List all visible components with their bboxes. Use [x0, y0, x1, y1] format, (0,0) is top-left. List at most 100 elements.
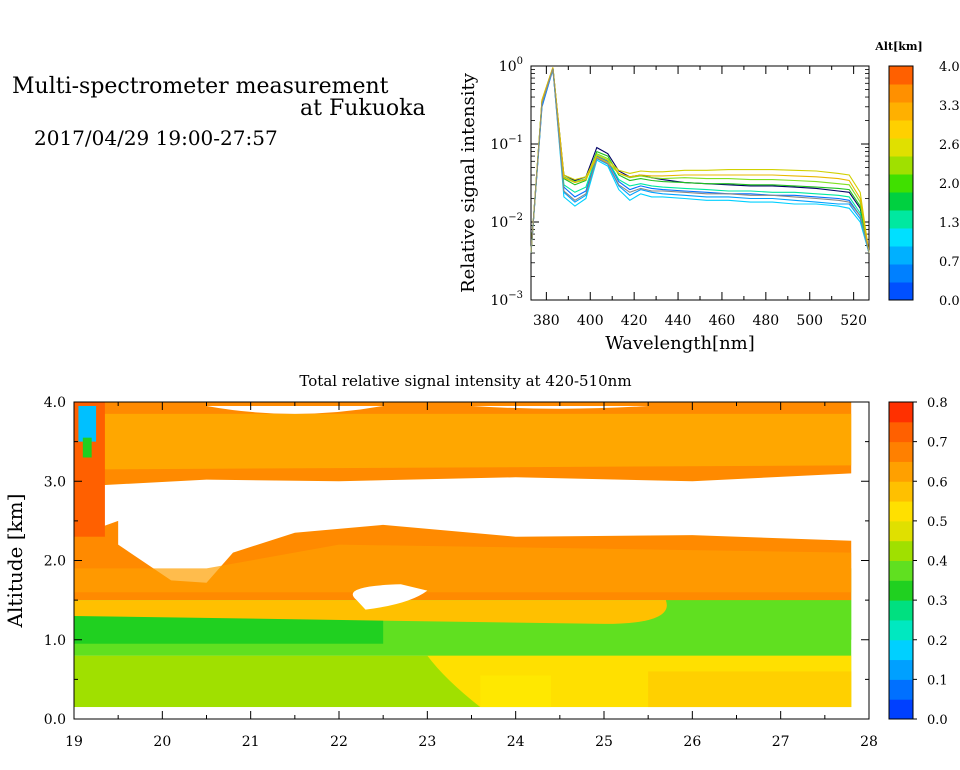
- datetime-range: 2017/04/29 19:00-27:57: [34, 126, 278, 150]
- heatmap-left-strip-low: [82, 437, 92, 458]
- heatmap-x-tick-label: 20: [153, 734, 171, 750]
- altitude-colorbar-tick-label: 2.6: [939, 138, 960, 153]
- spectrum-series-line: [530, 68, 870, 254]
- spectrum-series-line: [530, 67, 870, 254]
- spectrum-x-tick-label: 460: [709, 313, 736, 329]
- heatmap-x-tick-label: 21: [242, 734, 260, 750]
- intensity-colorbar-segment: [889, 520, 913, 542]
- heatmap-x-tick-label: 26: [683, 734, 701, 750]
- altitude-colorbar-tick-label: 2.0: [939, 177, 960, 192]
- spectrum-y-tick-label: 10−2: [490, 212, 523, 231]
- spectrum-series-line: [530, 68, 870, 254]
- heatmap-x-tick-label: 19: [65, 734, 83, 750]
- intensity-colorbar-tick-label: 0.4: [927, 555, 948, 570]
- intensity-colorbar-tick-label: 0.0: [927, 713, 948, 728]
- heatmap-x-tick-label: 23: [418, 734, 436, 750]
- altitude-colorbar-segment: [889, 102, 913, 121]
- altitude-colorbar-segment: [889, 264, 913, 283]
- intensity-colorbar-segment: [889, 619, 913, 641]
- heatmap-x-tick-label: 28: [860, 734, 878, 750]
- heatmap-field: [74, 402, 852, 708]
- intensity-colorbar-segment: [889, 481, 913, 502]
- intensity-colorbar-segment: [889, 679, 913, 700]
- altitude-colorbar-segment: [889, 246, 913, 265]
- intensity-colorbar-segment: [889, 501, 913, 522]
- altitude-colorbar-segment: [889, 84, 913, 103]
- altitude-colorbar-segment: [889, 282, 913, 301]
- spectrum-x-tick-label: 520: [840, 313, 867, 329]
- heatmap-title: Total relative signal intensity at 420-5…: [299, 372, 631, 390]
- intensity-colorbar-segment: [889, 461, 913, 482]
- heatmap-y-axis-label: Altitude [km]: [3, 494, 27, 629]
- heatmap-x-tick-label: 25: [595, 734, 613, 750]
- heatmap-band-lower-cloud-inner: [74, 544, 852, 593]
- spectrum-series-line: [530, 67, 870, 254]
- title-line-2: at Fukuoka: [300, 96, 426, 121]
- intensity-colorbar-segment: [889, 421, 913, 443]
- intensity-colorbar-tick-label: 0.6: [927, 475, 948, 490]
- spectrum-x-tick-label: 500: [796, 313, 823, 329]
- altitude-colorbar-segment: [889, 174, 913, 193]
- altitude-colorbar-segment: [889, 138, 913, 157]
- altitude-colorbar-segment: [889, 120, 913, 139]
- heatmap-band-upper-cloud-inner: [100, 413, 852, 470]
- title-line-1: Multi-spectrometer measurement: [12, 74, 389, 99]
- altitude-colorbar-segment: [889, 210, 913, 229]
- intensity-colorbar-tick-label: 0.2: [927, 634, 948, 649]
- heatmap-band-low-core: [480, 675, 551, 708]
- altitude-colorbar-tick-label: 0.7: [939, 255, 960, 270]
- spectrum-x-tick-label: 380: [533, 313, 560, 329]
- heatmap-y-tick-label: 1.0: [44, 633, 66, 649]
- spectrum-x-axis-label: Wavelength[nm]: [605, 333, 755, 354]
- intensity-colorbar-segment: [889, 600, 913, 621]
- spectrum-y-tick-label: 100: [499, 56, 523, 75]
- heatmap-x-tick-label: 27: [772, 734, 790, 750]
- heatmap-band-lower-cloud-edge: [74, 600, 667, 624]
- spectrum-x-tick-label: 480: [752, 313, 779, 329]
- spectrum-series-line: [530, 69, 870, 254]
- spectrum-x-tick-label: 420: [621, 313, 648, 329]
- altitude-colorbar-tick-label: 1.3: [939, 216, 960, 231]
- intensity-colorbar-segment: [889, 560, 913, 581]
- intensity-colorbar-tick-label: 0.8: [927, 396, 948, 411]
- intensity-colorbar-tick-label: 0.5: [927, 515, 948, 530]
- altitude-colorbar-segment: [889, 156, 913, 175]
- heatmap-left-strip-low: [78, 405, 97, 442]
- altitude-colorbar-tick-label: 0.0: [939, 294, 960, 309]
- altitude-colorbar-segment: [889, 192, 913, 211]
- spectrum-y-tick-label: 10−3: [490, 290, 523, 309]
- heatmap-band-low-core: [648, 671, 852, 708]
- intensity-colorbar-tick-label: 0.1: [927, 673, 948, 688]
- altitude-colorbar-title: Alt[km]: [874, 40, 922, 53]
- heatmap-gap-hole: [352, 584, 428, 610]
- intensity-colorbar-tick-label: 0.3: [927, 594, 948, 609]
- intensity-colorbar-segment: [889, 540, 913, 561]
- intensity-colorbar-segment: [889, 441, 913, 462]
- intensity-colorbar-segment: [889, 639, 913, 661]
- intensity-colorbar-segment: [889, 402, 913, 423]
- spectrum-series-line: [530, 67, 870, 254]
- intensity-colorbar-tick-label: 0.7: [927, 436, 948, 451]
- heatmap-x-tick-label: 24: [507, 734, 525, 750]
- altitude-colorbar-segment: [889, 66, 913, 85]
- heatmap-y-tick-label: 0.0: [44, 712, 66, 728]
- intensity-colorbar-segment: [889, 659, 913, 680]
- intensity-colorbar-segment: [889, 580, 913, 601]
- spectrum-y-tick-label: 10−1: [490, 134, 523, 153]
- spectrum-series-line: [530, 67, 870, 254]
- heatmap-x-tick-label: 22: [330, 734, 348, 750]
- altitude-colorbar-tick-label: 4.0: [939, 60, 960, 75]
- spectrum-y-axis-label: Relative signal intensity: [458, 72, 479, 293]
- spectrum-series-line: [530, 68, 870, 254]
- altitude-colorbar-frame: [888, 65, 914, 301]
- altitude-colorbar-tick-label: 3.3: [939, 99, 960, 114]
- spectrum-x-tick-label: 400: [577, 313, 604, 329]
- intensity-colorbar-segment: [889, 699, 913, 720]
- heatmap-y-tick-label: 3.0: [44, 474, 66, 490]
- spectrum-series-line: [530, 68, 870, 254]
- heatmap-y-tick-label: 4.0: [44, 395, 66, 411]
- altitude-colorbar-segment: [889, 228, 913, 247]
- spectrum-x-tick-label: 440: [665, 313, 692, 329]
- heatmap-y-tick-label: 2.0: [44, 554, 66, 570]
